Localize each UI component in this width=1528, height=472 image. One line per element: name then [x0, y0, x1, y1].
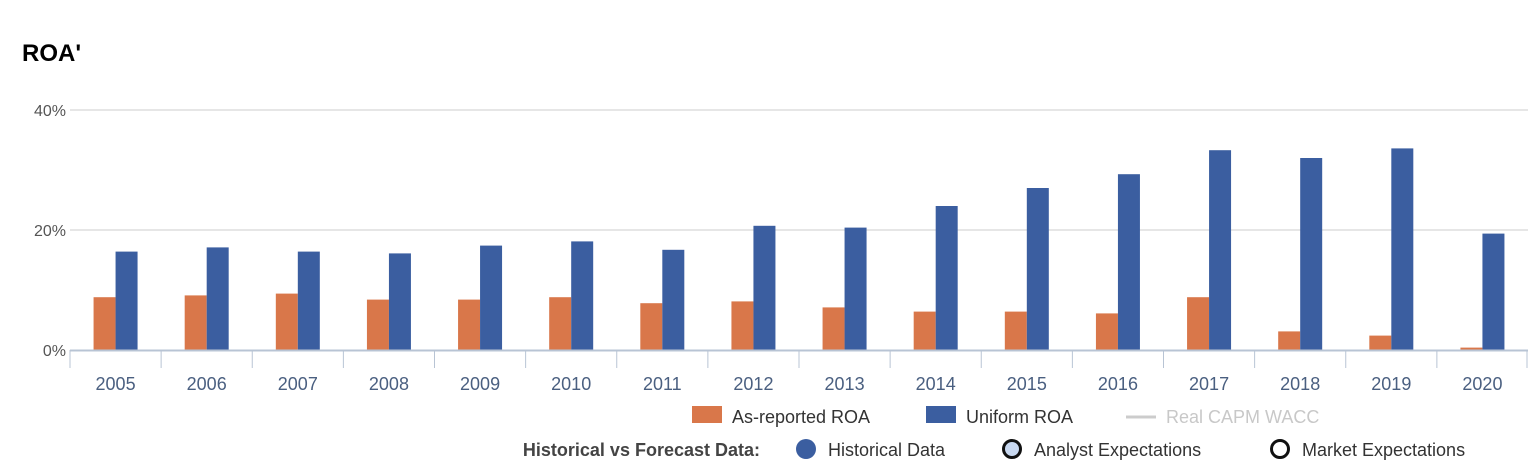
forecast-item-label: Market Expectations [1302, 440, 1465, 460]
bar-as-reported-roa[interactable] [275, 293, 298, 350]
x-tick-label: 2007 [278, 374, 318, 394]
x-tick-label: 2013 [825, 374, 865, 394]
bar-uniform-roa[interactable] [1026, 188, 1049, 350]
forecast-legend-title: Historical vs Forecast Data: [523, 440, 760, 460]
bar-as-reported-roa[interactable] [458, 299, 481, 350]
forecast-item-historical-data[interactable]: Historical Data [796, 439, 946, 460]
legend-item-real-capm-wacc[interactable]: Real CAPM WACC [1126, 407, 1319, 427]
legend[interactable]: As-reported ROA Uniform ROA Real CAPM WACC… [523, 406, 1465, 460]
bar-uniform-roa[interactable] [1300, 158, 1323, 350]
x-tick-label: 2006 [187, 374, 227, 394]
x-tick-label: 2010 [551, 374, 591, 394]
bar-uniform-roa[interactable] [115, 251, 138, 350]
x-tick-label: 2019 [1371, 374, 1411, 394]
bar-uniform-roa[interactable] [480, 245, 503, 350]
legend-label: Uniform ROA [966, 407, 1073, 427]
bar-as-reported-roa[interactable] [731, 301, 754, 350]
x-tick-label: 2020 [1462, 374, 1502, 394]
gridlines [70, 109, 1528, 231]
bar-uniform-roa[interactable] [1209, 150, 1232, 350]
bar-as-reported-roa[interactable] [93, 297, 116, 350]
x-tick-label: 2012 [733, 374, 773, 394]
forecast-item-market-expectations[interactable]: Market Expectations [1270, 439, 1466, 460]
x-tick-label: 2011 [643, 374, 682, 394]
expectations-ring-icon [1270, 439, 1290, 459]
expectations-ring-icon [1002, 439, 1022, 459]
bar-uniform-roa[interactable] [935, 206, 958, 350]
bar-uniform-roa[interactable] [206, 247, 229, 350]
legend-item-as-reported-roa[interactable]: As-reported ROA [692, 406, 870, 427]
bar-uniform-roa[interactable] [753, 225, 776, 350]
x-tick-label: 2015 [1007, 374, 1047, 394]
bars [93, 148, 1505, 350]
x-tick-label: 2018 [1280, 374, 1320, 394]
legend-label: As-reported ROA [732, 407, 870, 427]
legend-item-uniform-roa[interactable]: Uniform ROA [926, 406, 1073, 427]
chart-title: ROA' [22, 40, 82, 67]
y-tick-label: 20% [34, 223, 66, 240]
bar-as-reported-roa[interactable] [1369, 335, 1392, 350]
legend-label: Real CAPM WACC [1166, 407, 1319, 427]
y-axis-ticks: 0% 20% 40% [34, 103, 66, 360]
bar-as-reported-roa[interactable] [640, 303, 663, 350]
forecast-item-label: Analyst Expectations [1034, 440, 1201, 460]
legend-swatch [692, 406, 722, 423]
bar-as-reported-roa[interactable] [1004, 311, 1027, 350]
forecast-item-label: Historical Data [828, 440, 946, 460]
bar-uniform-roa[interactable] [571, 241, 594, 350]
x-tick-label: 2017 [1189, 374, 1229, 394]
x-tick-label: 2009 [460, 374, 500, 394]
y-tick-label: 0% [43, 343, 66, 360]
x-tick-label: 2014 [916, 374, 956, 394]
bar-uniform-roa[interactable] [297, 251, 320, 350]
bar-as-reported-roa[interactable] [1278, 331, 1301, 350]
bar-uniform-roa[interactable] [1391, 148, 1414, 350]
bar-uniform-roa[interactable] [844, 227, 867, 350]
bar-as-reported-roa[interactable] [913, 311, 936, 350]
x-axis: 2005 2006 2007 2008 2009 2010 2011 2012 2013 2014… [69, 349, 1528, 394]
bar-as-reported-roa[interactable] [1095, 313, 1118, 350]
forecast-item-analyst-expectations[interactable]: Analyst Expectations [1002, 439, 1202, 460]
legend-swatch [926, 406, 956, 423]
historical-dot-icon [796, 439, 816, 459]
bar-uniform-roa[interactable] [1117, 174, 1140, 350]
bar-as-reported-roa[interactable] [366, 299, 389, 350]
bar-as-reported-roa[interactable] [822, 307, 845, 350]
x-tick-label: 2005 [96, 374, 136, 394]
bar-as-reported-roa[interactable] [184, 295, 207, 350]
bar-uniform-roa[interactable] [1482, 233, 1505, 350]
x-tick-label: 2008 [369, 374, 409, 394]
bar-as-reported-roa[interactable] [549, 297, 572, 350]
bar-uniform-roa[interactable] [662, 249, 685, 350]
y-tick-label: 40% [34, 103, 66, 120]
bar-as-reported-roa[interactable] [1460, 347, 1483, 350]
bar-uniform-roa[interactable] [388, 253, 411, 350]
x-tick-label: 2016 [1098, 374, 1138, 394]
bar-as-reported-roa[interactable] [1187, 297, 1210, 350]
